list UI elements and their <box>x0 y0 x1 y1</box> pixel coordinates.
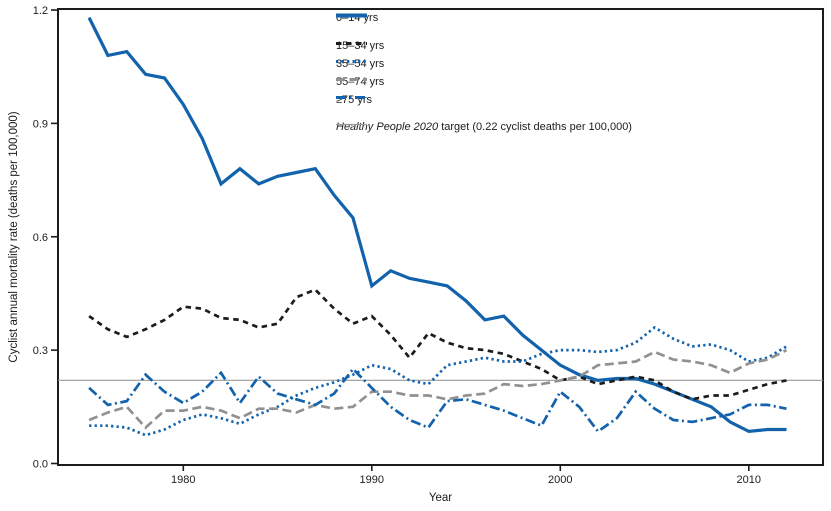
legend-label-55-74: 55–74 yrs <box>336 76 385 88</box>
legend-swatch-35-54 <box>336 60 367 63</box>
legend-item-35-54: 35–54 yrs <box>336 58 384 71</box>
series-line-55-74 <box>88 348 788 430</box>
legend-label-target-rest: target (0.22 cyclist deaths per 100,000) <box>438 121 632 133</box>
series-line-0-14 <box>87 16 787 434</box>
legend-item-target: Healthy People 2020 target (0.22 cyclist… <box>336 121 632 134</box>
y-tick-label: 0.6 <box>33 232 48 244</box>
legend-item-55-74: 55–74 yrs <box>336 76 384 89</box>
x-axis-title: Year <box>429 492 452 504</box>
x-tick-label: 2000 <box>548 474 572 486</box>
legend-swatch-target <box>336 123 367 126</box>
x-tick-label: 2010 <box>737 474 761 486</box>
legend-label-target: Healthy People 2020 target (0.22 cyclist… <box>336 121 632 134</box>
legend-item-0-14: 0–14 yrs <box>336 12 378 25</box>
legend-swatch-15-34 <box>336 42 367 45</box>
series-line-35-54 <box>89 325 788 437</box>
y-tick-label: 0.0 <box>33 459 48 471</box>
legend-swatch-75plus <box>336 96 367 99</box>
legend-item-15-34: 15–34 yrs <box>336 40 384 53</box>
legend-swatch-55-74 <box>336 78 367 81</box>
y-tick-label: 0.9 <box>33 118 48 130</box>
series-line-15-34 <box>88 288 787 401</box>
y-tick-label: 1.2 <box>33 5 48 17</box>
x-tick-label: 1980 <box>171 474 195 486</box>
y-axis-title: Cyclist annual mortality rate (deaths pe… <box>8 111 20 362</box>
legend-item-75plus: ≥75 yrs <box>336 94 372 107</box>
y-tick-label: 0.3 <box>33 345 48 357</box>
x-tick-label: 1990 <box>360 474 384 486</box>
legend-swatch-0-14 <box>336 13 367 18</box>
series-line-75plus <box>88 366 787 434</box>
